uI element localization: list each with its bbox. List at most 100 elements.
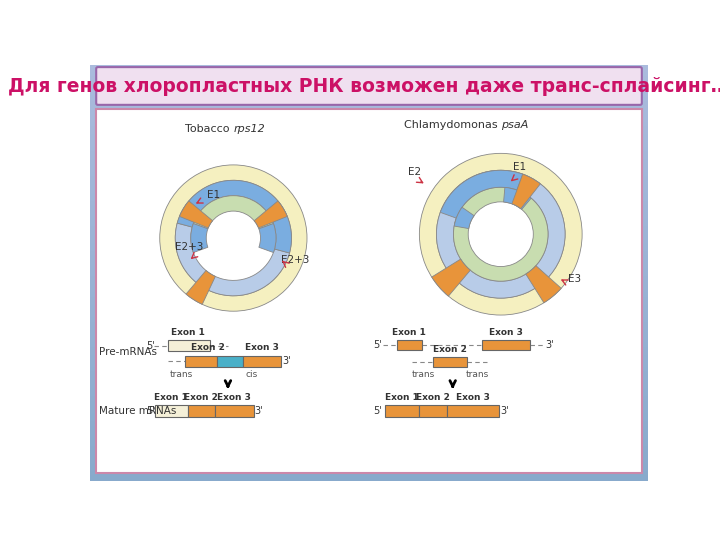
Bar [90,335,648,339]
Wedge shape [194,195,274,229]
Bar [90,268,648,273]
Bar [188,405,215,417]
Text: Exon 1: Exon 1 [392,328,426,336]
Bar [90,98,648,102]
Bar [90,377,648,381]
Bar [90,256,648,260]
Bar [243,356,282,367]
Bar [90,211,648,214]
Bar [384,405,419,417]
Bar [90,244,648,248]
Bar [90,181,648,185]
Bar [90,381,648,385]
Bar [90,136,648,140]
Bar [90,90,648,94]
Bar [184,356,217,367]
Text: Mature mRNAs: Mature mRNAs [99,406,176,416]
Bar [90,277,648,281]
Bar [90,227,648,231]
Bar [90,140,648,144]
Text: E3: E3 [568,274,581,284]
FancyBboxPatch shape [96,110,642,473]
Wedge shape [419,153,582,315]
Bar [90,235,648,239]
Bar [90,148,648,152]
Bar [90,85,648,90]
Text: Tobacco: Tobacco [185,124,233,134]
Bar [90,281,648,285]
Bar [90,131,648,136]
Bar [446,405,499,417]
Bar [90,206,648,211]
Bar [90,173,648,177]
Bar [90,214,648,219]
Wedge shape [512,174,540,209]
Text: cis: cis [245,370,257,380]
Text: Exon 1: Exon 1 [171,328,205,336]
Bar [155,405,188,417]
Bar [419,405,446,417]
Text: Exon 3: Exon 3 [456,393,490,402]
Bar [90,119,648,123]
Bar [90,219,648,223]
Bar [90,111,648,114]
Wedge shape [259,224,276,253]
Wedge shape [526,266,561,303]
Text: 3': 3' [254,406,263,416]
Bar [90,422,648,427]
Wedge shape [254,201,287,228]
Text: E1: E1 [513,161,526,172]
Text: Chlamydomonas: Chlamydomonas [404,120,500,130]
Bar [90,410,648,414]
Bar [90,360,648,364]
Bar [90,231,648,235]
Bar [90,385,648,389]
Text: E2+3: E2+3 [282,255,310,266]
Bar [215,405,253,417]
Bar [90,265,648,268]
Wedge shape [160,165,307,311]
Text: 3': 3' [500,406,509,416]
Bar [90,322,648,327]
Text: 5': 5' [374,340,382,350]
Bar [482,340,530,350]
Bar [397,340,422,350]
Bar [90,414,648,418]
Bar [90,327,648,331]
Bar [90,464,648,468]
Text: Exon 2: Exon 2 [415,393,449,402]
Text: Exon 2: Exon 2 [433,345,467,354]
Bar [90,368,648,373]
Bar [90,364,648,368]
Bar [90,302,648,306]
Bar [90,285,648,289]
Bar [90,185,648,190]
Bar [90,393,648,397]
Bar [90,152,648,156]
Bar [90,348,648,352]
Wedge shape [175,223,289,296]
Text: 3': 3' [546,340,554,350]
Bar [168,340,210,351]
Wedge shape [454,207,474,228]
Bar [90,339,648,343]
Bar [90,94,648,98]
Bar [90,190,648,194]
Bar [90,260,648,265]
Bar [90,451,648,456]
Bar [90,168,648,173]
Bar [90,460,648,464]
Text: trans: trans [412,370,435,380]
Wedge shape [441,170,523,218]
Text: rps12: rps12 [233,124,265,134]
Bar [90,273,648,277]
Bar [90,156,648,160]
Bar [90,69,648,73]
Text: trans: trans [170,370,193,380]
Bar [433,357,467,367]
Text: E2: E2 [408,167,421,177]
Bar [90,476,648,481]
Text: 5': 5' [145,341,155,351]
Bar [90,114,648,119]
Bar [90,397,648,402]
